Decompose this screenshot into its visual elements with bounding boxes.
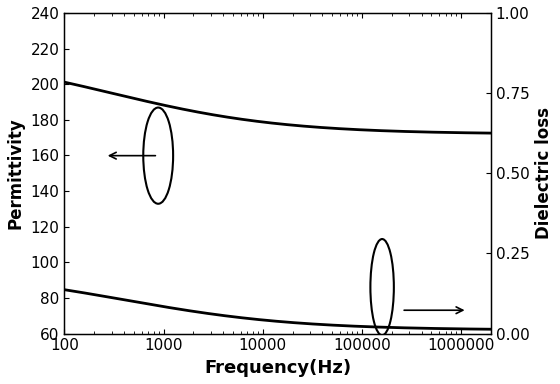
Y-axis label: Permittivity: Permittivity xyxy=(7,118,25,229)
X-axis label: Frequency(Hz): Frequency(Hz) xyxy=(204,359,351,377)
Y-axis label: Dielectric loss: Dielectric loss xyxy=(535,107,553,239)
